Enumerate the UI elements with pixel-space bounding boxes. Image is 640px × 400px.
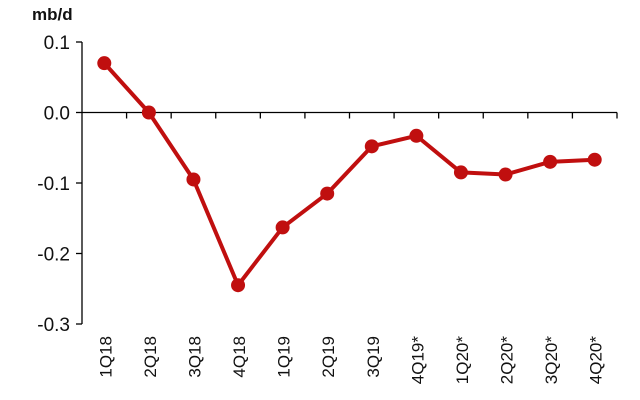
y-tick-label: -0.3 xyxy=(37,315,70,336)
x-tick-label: 1Q20* xyxy=(453,336,472,385)
data-point xyxy=(453,165,468,180)
data-point xyxy=(275,220,290,235)
x-tick-label: 4Q19* xyxy=(408,336,427,385)
y-axis-unit-label: mb/d xyxy=(32,5,73,24)
data-point xyxy=(587,152,602,167)
data-point xyxy=(141,105,156,120)
x-tick-label: 3Q19 xyxy=(364,336,383,378)
data-point xyxy=(498,167,513,182)
data-point xyxy=(231,278,246,293)
y-tick-label: -0.2 xyxy=(37,245,70,266)
y-tick-label: 0.1 xyxy=(44,33,70,54)
data-point xyxy=(543,154,558,169)
x-tick-label: 3Q18 xyxy=(185,336,204,378)
x-tick-label: 4Q18 xyxy=(230,336,249,378)
x-tick-label: 3Q20* xyxy=(542,336,561,385)
x-tick-label: 1Q18 xyxy=(96,336,115,378)
series-line xyxy=(102,61,595,288)
y-tick-label: 0.0 xyxy=(44,104,70,125)
data-point xyxy=(364,139,379,154)
data-point xyxy=(186,172,201,187)
y-tick-label: -0.1 xyxy=(37,174,70,195)
x-tick-label: 4Q20* xyxy=(587,336,606,385)
data-point xyxy=(97,56,112,71)
data-point xyxy=(320,186,335,201)
data-point xyxy=(409,128,424,143)
x-tick-label: 2Q18 xyxy=(141,336,160,378)
x-tick-label: 1Q19 xyxy=(275,336,294,378)
x-tick-label: 2Q19 xyxy=(319,336,338,378)
x-tick-label: 2Q20* xyxy=(498,336,517,385)
